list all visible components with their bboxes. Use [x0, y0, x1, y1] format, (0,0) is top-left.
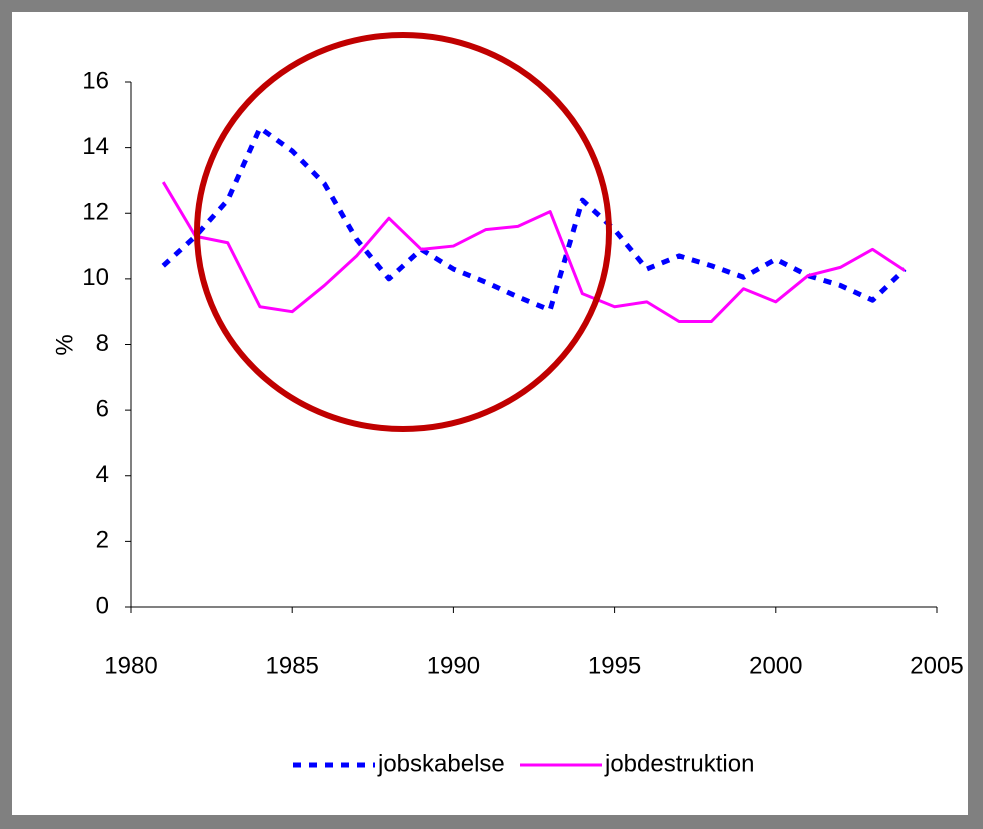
series-line [161, 125, 907, 313]
y-tick-label: 16 [82, 67, 109, 94]
legend-label: jobskabelse [377, 750, 505, 777]
y-tick-label: 12 [82, 199, 109, 226]
y-tick-label: 14 [82, 133, 109, 160]
x-tick-label: 1995 [588, 652, 641, 679]
x-tick-label: 2005 [910, 652, 963, 679]
y-tick-label: 10 [82, 264, 109, 291]
series-line [161, 181, 906, 324]
x-tick-label: 1980 [104, 652, 157, 679]
x-tick-label: 1990 [427, 652, 480, 679]
x-tick-label: 1985 [266, 652, 319, 679]
y-tick-label: 0 [96, 592, 109, 619]
y-tick-label: 4 [96, 461, 109, 488]
y-tick-label: 8 [96, 330, 109, 357]
legend-label: jobdestruktion [604, 750, 754, 777]
y-axis-label: % [51, 334, 78, 355]
y-tick-label: 6 [96, 395, 109, 422]
highlight-circle [194, 32, 612, 432]
y-tick-label: 2 [96, 527, 109, 554]
x-tick-label: 2000 [749, 652, 802, 679]
